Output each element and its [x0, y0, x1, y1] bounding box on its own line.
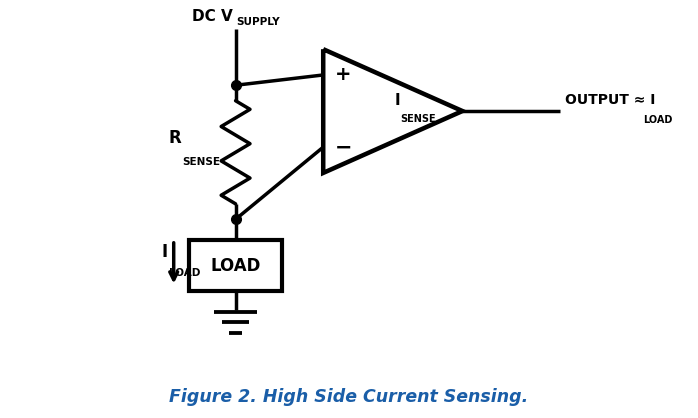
Text: +: + — [334, 66, 351, 84]
Text: LOAD: LOAD — [643, 115, 672, 125]
Text: SENSE: SENSE — [401, 114, 436, 124]
Text: DC V: DC V — [192, 10, 233, 24]
Text: I: I — [161, 242, 168, 260]
Text: OUTPUT ≈ I: OUTPUT ≈ I — [565, 93, 655, 107]
Text: SUPPLY: SUPPLY — [237, 17, 280, 27]
Bar — [189, 240, 282, 291]
Text: Figure 2. High Side Current Sensing.: Figure 2. High Side Current Sensing. — [170, 388, 528, 406]
Text: I: I — [395, 93, 401, 108]
Text: SENSE: SENSE — [182, 158, 221, 168]
Text: −: − — [334, 137, 352, 157]
Text: LOAD: LOAD — [168, 268, 200, 278]
Text: LOAD: LOAD — [210, 257, 261, 275]
Text: R: R — [169, 129, 181, 147]
